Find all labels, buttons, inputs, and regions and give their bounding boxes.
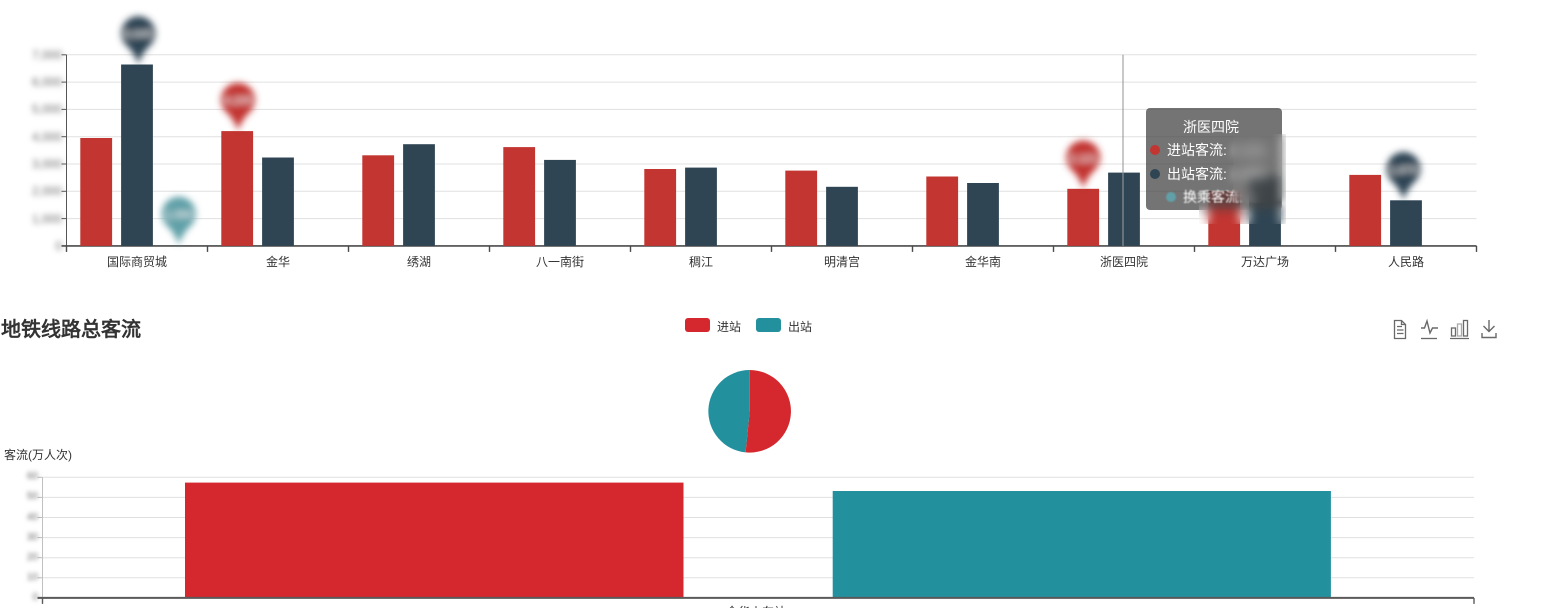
svg-text:2,121: 2,121: [1069, 153, 1097, 165]
svg-text:1,670: 1,670: [1390, 164, 1418, 176]
svg-text:4,205: 4,205: [224, 95, 252, 107]
svg-text:1,060: 1,060: [165, 209, 193, 221]
svg-text:6,645: 6,645: [125, 29, 153, 41]
